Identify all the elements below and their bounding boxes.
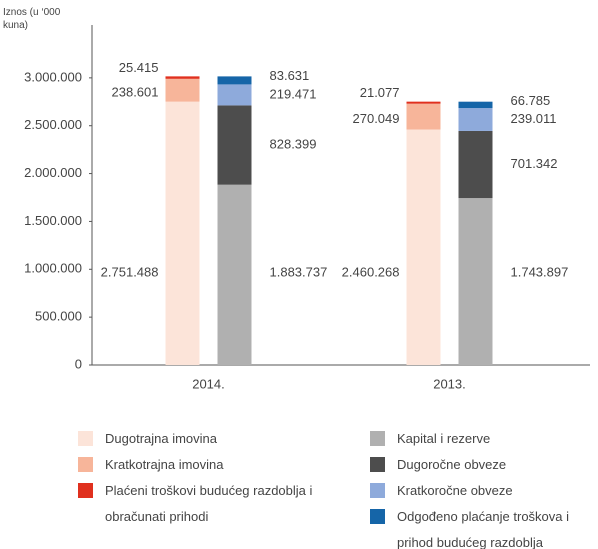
bar-segment (217, 105, 252, 185)
legend-swatch (370, 457, 385, 472)
legend-item: Kapital i rezerve (370, 426, 596, 452)
x-tick-label: 2013. (433, 376, 466, 391)
value-label: 238.601 (112, 85, 159, 100)
value-label: 25.415 (119, 60, 159, 75)
legend-label: Kratkoročne obveze (397, 483, 513, 498)
bar-segment (458, 108, 493, 131)
y-tick-label: 1.000.000 (24, 261, 82, 276)
value-label: 83.631 (270, 68, 310, 83)
legend-item: Kratkoročne obveze (370, 478, 596, 504)
legend-item: Odgođeno plaćanje troškova i prihod budu… (370, 504, 596, 549)
value-label: 270.049 (353, 111, 400, 126)
legend-swatch (370, 483, 385, 498)
y-tick-label: 1.500.000 (24, 213, 82, 228)
legend: Dugotrajna imovina Kratkotrajna imovina Pl… (78, 426, 340, 530)
y-tick-label: 2.000.000 (24, 165, 82, 180)
legend-label: Dugotrajna imovina (105, 431, 218, 446)
legend-item: Dugotrajna imovina (78, 426, 340, 452)
value-label: 2.460.268 (342, 264, 400, 279)
legend-item: Kratkotrajna imovina (78, 452, 340, 478)
bar-segment (165, 101, 200, 366)
bar-segment (406, 129, 441, 365)
bar-segment (217, 184, 252, 365)
y-tick-label: 500.000 (35, 309, 82, 324)
legend-swatch (78, 431, 93, 446)
value-label: 239.011 (511, 111, 557, 126)
y-axis-label: Iznos (u ‘000 kuna) (3, 7, 61, 31)
legend-swatch (370, 509, 385, 524)
legend: Kapital i rezerve Dugoročne obveze Kratkor… (370, 426, 596, 549)
y-tick-label: 3.000.000 (24, 69, 82, 84)
value-label: 828.399 (270, 136, 317, 151)
legend-label: Dugoročne obveze (397, 457, 507, 472)
value-label: 66.785 (511, 93, 551, 108)
value-label: 21.077 (360, 85, 400, 100)
bar-segment (165, 76, 200, 79)
bar-segment (406, 103, 441, 130)
legend-swatch (78, 483, 93, 498)
legend-item: Plaćeni troškovi budućeg razdoblja i obr… (78, 478, 340, 530)
x-tick-label: 2014. (192, 376, 225, 391)
chart: 0 500.000 1.000.000 1.500.000 2.000.000 2.500… (24, 25, 590, 391)
bar-segment (217, 84, 252, 106)
legend-swatch (370, 431, 385, 446)
y-tick-label: 2.500.000 (24, 117, 82, 132)
bar-segment (458, 130, 493, 199)
value-label: 219.471 (270, 86, 317, 101)
bar-segment (406, 101, 441, 104)
bar-segment (458, 198, 493, 365)
value-label: 701.342 (511, 156, 558, 171)
value-label: 1.743.897 (511, 264, 569, 279)
legend-swatch (78, 457, 93, 472)
legend-label: Odgođeno plaćanje troškova i prihod budu… (397, 509, 570, 549)
value-label: 1.883.737 (270, 264, 328, 279)
legend-label: Kratkotrajna imovina (105, 457, 224, 472)
value-label: 2.751.488 (101, 264, 159, 279)
legend-item: Dugoročne obveze (370, 452, 596, 478)
bar-segment (165, 78, 200, 102)
bar-segment (458, 101, 493, 109)
legend-label: Kapital i rezerve (397, 431, 491, 446)
bar-segment (217, 76, 252, 85)
y-tick-label: 0 (75, 356, 82, 371)
legend-label: Plaćeni troškovi budućeg razdoblja i obr… (105, 483, 313, 524)
